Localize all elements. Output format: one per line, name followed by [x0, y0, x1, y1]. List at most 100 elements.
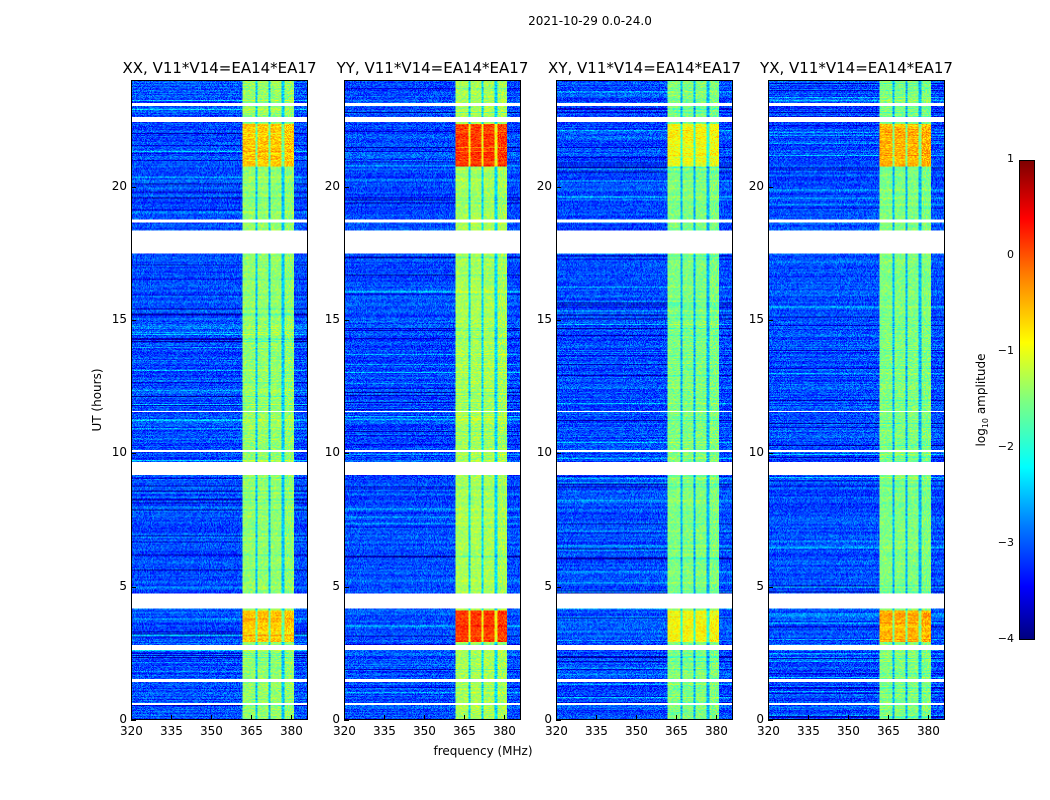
y-axis-label: UT (hours): [90, 368, 104, 432]
heatmap-panel: [131, 80, 308, 720]
x-tick-label: 350: [836, 724, 860, 738]
y-tick-label: 20: [324, 178, 340, 193]
y-tick-mark: [344, 720, 349, 721]
x-tick-mark: [503, 715, 505, 720]
y-tick-mark: [556, 586, 561, 588]
x-tick-label: 335: [372, 724, 396, 738]
x-tick-mark: [250, 715, 252, 720]
colorbar-tick-label: −4: [997, 632, 1014, 645]
colorbar-tick-label: 1: [1007, 152, 1014, 165]
x-tick-mark: [463, 715, 465, 720]
colorbar-label: log10 amplitude: [974, 354, 990, 447]
x-tick-mark: [675, 715, 677, 720]
y-tick-label: 0: [756, 712, 764, 726]
y-tick-label: 0: [332, 712, 340, 726]
y-tick-mark: [344, 186, 349, 188]
y-tick-mark: [556, 720, 561, 721]
panel-title: YY, V11*V14=EA14*EA17: [336, 59, 529, 77]
x-tick-label: 365: [876, 724, 900, 738]
y-tick-mark: [768, 586, 773, 588]
y-tick-mark: [344, 453, 349, 455]
y-tick-label: 15: [111, 312, 127, 326]
y-tick-mark: [556, 320, 561, 321]
heatmap-canvas: [345, 81, 520, 719]
y-tick-mark: [344, 320, 349, 321]
y-tick-label: 20: [748, 178, 764, 193]
colorbar-tick-label: −1: [997, 344, 1014, 357]
colorbar-tick-label: 0: [1007, 248, 1014, 261]
y-tick-label: 0: [119, 712, 127, 726]
y-tick-label: 5: [544, 578, 552, 593]
y-tick-mark: [768, 320, 773, 321]
heatmap-canvas: [769, 81, 944, 719]
x-tick-label: 335: [796, 724, 820, 738]
x-tick-label: 320: [333, 724, 356, 738]
x-tick-label: 380: [279, 724, 303, 738]
y-tick-label: 10: [536, 445, 552, 460]
x-tick-label: 320: [545, 724, 568, 738]
x-tick-mark: [290, 715, 292, 720]
x-tick-mark: [887, 715, 889, 720]
colorbar-label-rest: amplitude: [973, 353, 988, 418]
x-tick-label: 380: [492, 724, 516, 738]
colorbar-tick-label: −2: [997, 440, 1014, 453]
y-tick-mark: [768, 720, 773, 721]
x-tick-mark: [344, 715, 345, 720]
colorbar-label-log: log: [973, 428, 988, 447]
x-tick-mark: [170, 715, 172, 720]
x-tick-mark: [131, 715, 132, 720]
y-tick-mark: [556, 453, 561, 455]
x-tick-mark: [807, 715, 809, 720]
y-tick-mark: [131, 453, 136, 455]
x-tick-mark: [715, 715, 717, 720]
x-tick-label: 350: [199, 724, 223, 738]
heatmap-panel: [344, 80, 521, 720]
x-tick-mark: [927, 715, 929, 720]
x-tick-mark: [423, 715, 425, 720]
x-tick-mark: [383, 715, 385, 720]
x-tick-mark: [635, 715, 637, 720]
x-tick-mark: [595, 715, 597, 720]
y-tick-label: 10: [748, 445, 764, 460]
heatmap-panel: [556, 80, 733, 720]
y-tick-mark: [131, 720, 136, 721]
x-tick-mark: [768, 715, 769, 720]
x-axis-label: frequency (MHz): [433, 744, 533, 758]
x-tick-label: 335: [584, 724, 608, 738]
y-tick-label: 5: [332, 578, 340, 593]
x-tick-label: 335: [159, 724, 183, 738]
y-tick-label: 20: [536, 178, 552, 193]
y-tick-label: 0: [544, 712, 552, 726]
x-tick-label: 350: [624, 724, 648, 738]
x-tick-label: 380: [916, 724, 940, 738]
y-tick-mark: [131, 586, 136, 588]
colorbar: [1019, 160, 1035, 640]
y-tick-label: 10: [111, 445, 127, 460]
x-tick-label: 350: [412, 724, 436, 738]
y-tick-label: 5: [756, 578, 764, 593]
x-tick-label: 365: [452, 724, 476, 738]
x-tick-mark: [556, 715, 557, 720]
x-tick-mark: [210, 715, 212, 720]
x-tick-label: 380: [704, 724, 728, 738]
panel-title: XY, V11*V14=EA14*EA17: [548, 59, 741, 77]
heatmap-canvas: [132, 81, 307, 719]
x-tick-label: 320: [757, 724, 780, 738]
y-tick-mark: [556, 186, 561, 188]
y-tick-label: 15: [324, 312, 340, 326]
x-tick-label: 320: [120, 724, 143, 738]
y-tick-mark: [768, 453, 773, 455]
panel-title: YX, V11*V14=EA14*EA17: [760, 59, 953, 77]
colorbar-label-sub: 10: [981, 417, 991, 429]
figure-title: 2021-10-29 0.0-24.0: [528, 14, 652, 28]
panel-title: XX, V11*V14=EA14*EA17: [122, 59, 317, 77]
heatmap-panel: [768, 80, 945, 720]
y-tick-label: 15: [748, 312, 764, 326]
x-tick-label: 365: [664, 724, 688, 738]
y-tick-label: 5: [119, 578, 127, 593]
y-tick-mark: [344, 586, 349, 588]
y-tick-label: 20: [111, 178, 127, 193]
y-tick-mark: [131, 320, 136, 321]
heatmap-canvas: [557, 81, 732, 719]
